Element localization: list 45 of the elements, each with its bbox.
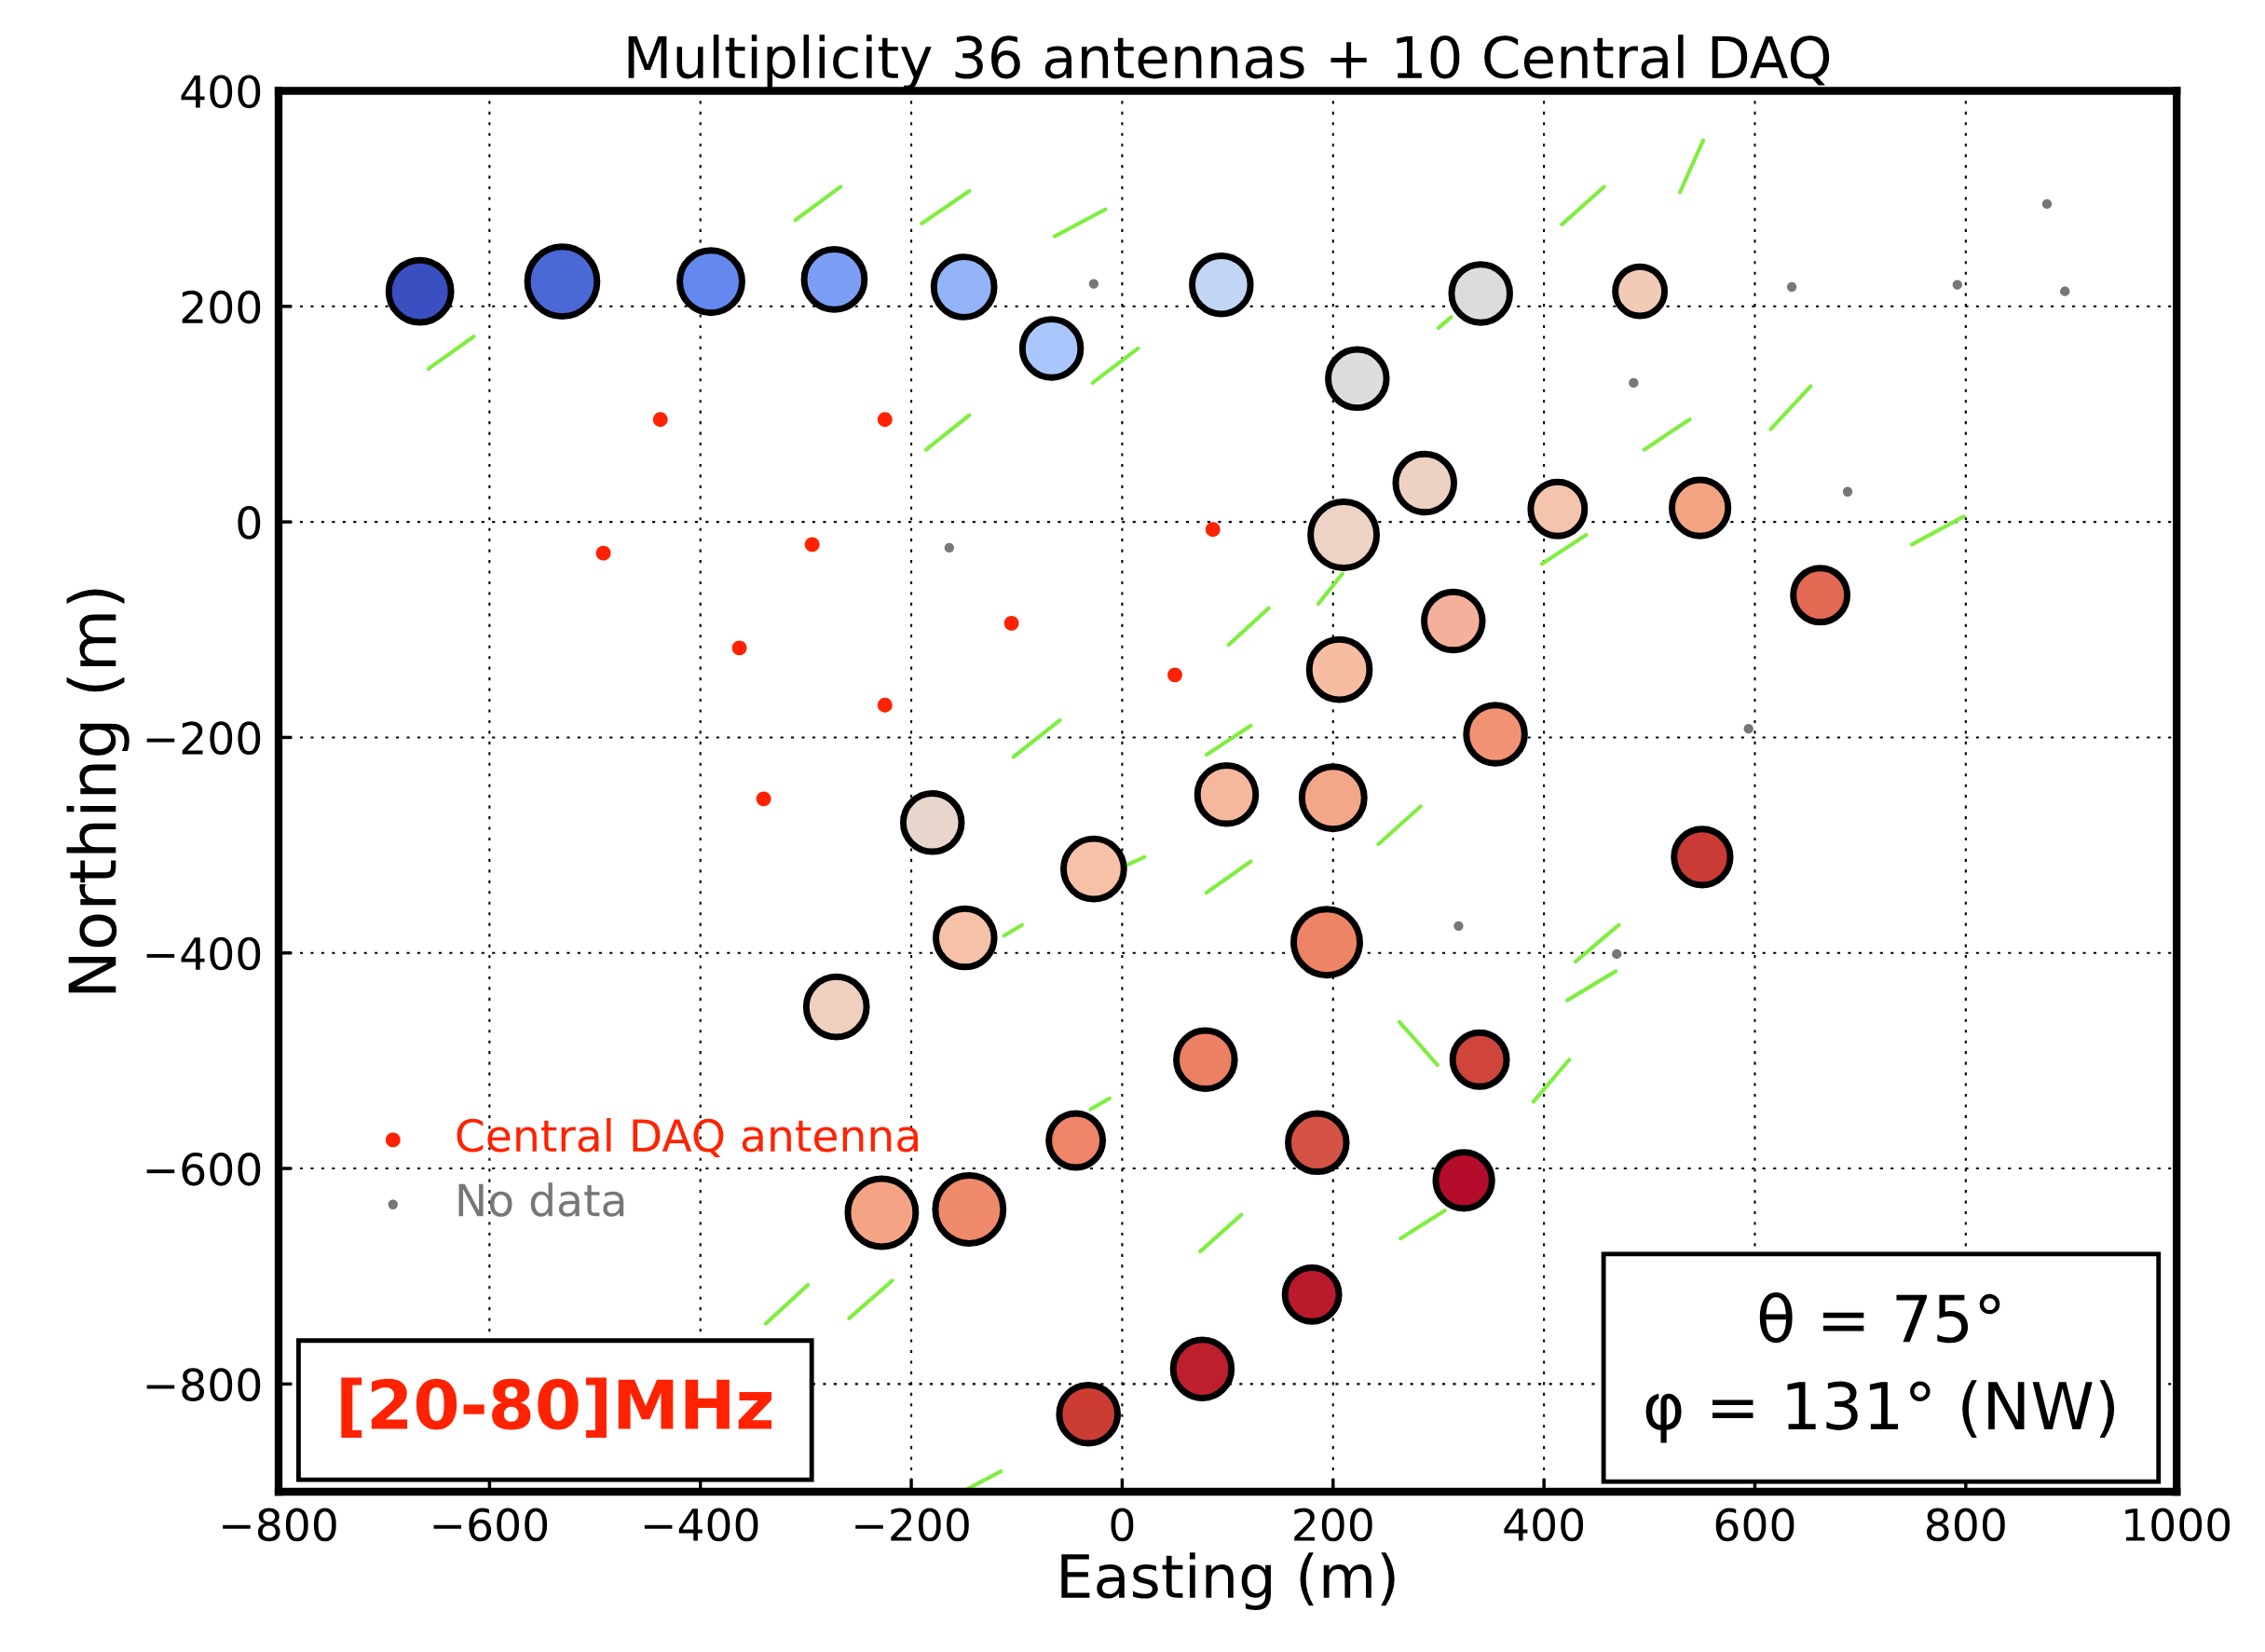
point	[1088, 279, 1099, 289]
point	[1842, 486, 1853, 497]
x-tick-label: −600	[433, 1508, 548, 1542]
point	[2060, 286, 2070, 296]
x-tick-label: −400	[644, 1508, 758, 1542]
legend-label: Central DAQ antenna	[457, 1117, 918, 1157]
x-tick-label: 1000	[2125, 1508, 2231, 1542]
legend-label: No data	[458, 1182, 624, 1217]
point	[1612, 949, 1622, 960]
x-axis-title: Easting (m)	[1061, 1552, 1395, 1610]
point	[595, 545, 611, 561]
y-tick-label: 200	[182, 290, 261, 324]
y-tick-label: −600	[146, 1152, 261, 1186]
annotation: θ = 75° φ = 131° (NW)	[1645, 1292, 2115, 1443]
point	[652, 412, 668, 428]
x-tick-label: 200	[1294, 1508, 1372, 1542]
point	[2041, 198, 2053, 210]
y-axis-title: Northing (m)	[66, 589, 130, 993]
x-tick-label: 0	[1111, 1508, 1134, 1542]
y-tick-label: −400	[146, 936, 261, 971]
x-tick-label: 400	[1504, 1508, 1584, 1542]
point	[1629, 377, 1639, 389]
point	[731, 640, 747, 656]
point	[1453, 921, 1464, 931]
x-tick-label: 800	[1926, 1508, 2005, 1542]
y-tick-label: 0	[238, 506, 261, 539]
point	[1167, 667, 1182, 683]
x-tick-label: 600	[1715, 1508, 1794, 1542]
point	[877, 412, 893, 428]
x-tick-label: −800	[223, 1508, 336, 1542]
annotation: [20-80]MHz	[341, 1377, 772, 1438]
point	[1743, 724, 1753, 734]
point	[1205, 522, 1221, 538]
point	[1786, 281, 1797, 293]
point	[756, 791, 771, 807]
point	[877, 697, 893, 713]
chart-title: Multiplicity 36 antennas + 10 Central DAQ	[628, 34, 1830, 90]
y-tick-label: −800	[146, 1368, 261, 1401]
x-tick-label: −200	[855, 1508, 969, 1542]
point	[1952, 280, 1962, 290]
y-tick-label: 400	[181, 75, 261, 109]
point	[944, 542, 954, 553]
point	[804, 537, 820, 553]
y-tick-label: −200	[146, 721, 261, 756]
point	[1003, 615, 1019, 631]
